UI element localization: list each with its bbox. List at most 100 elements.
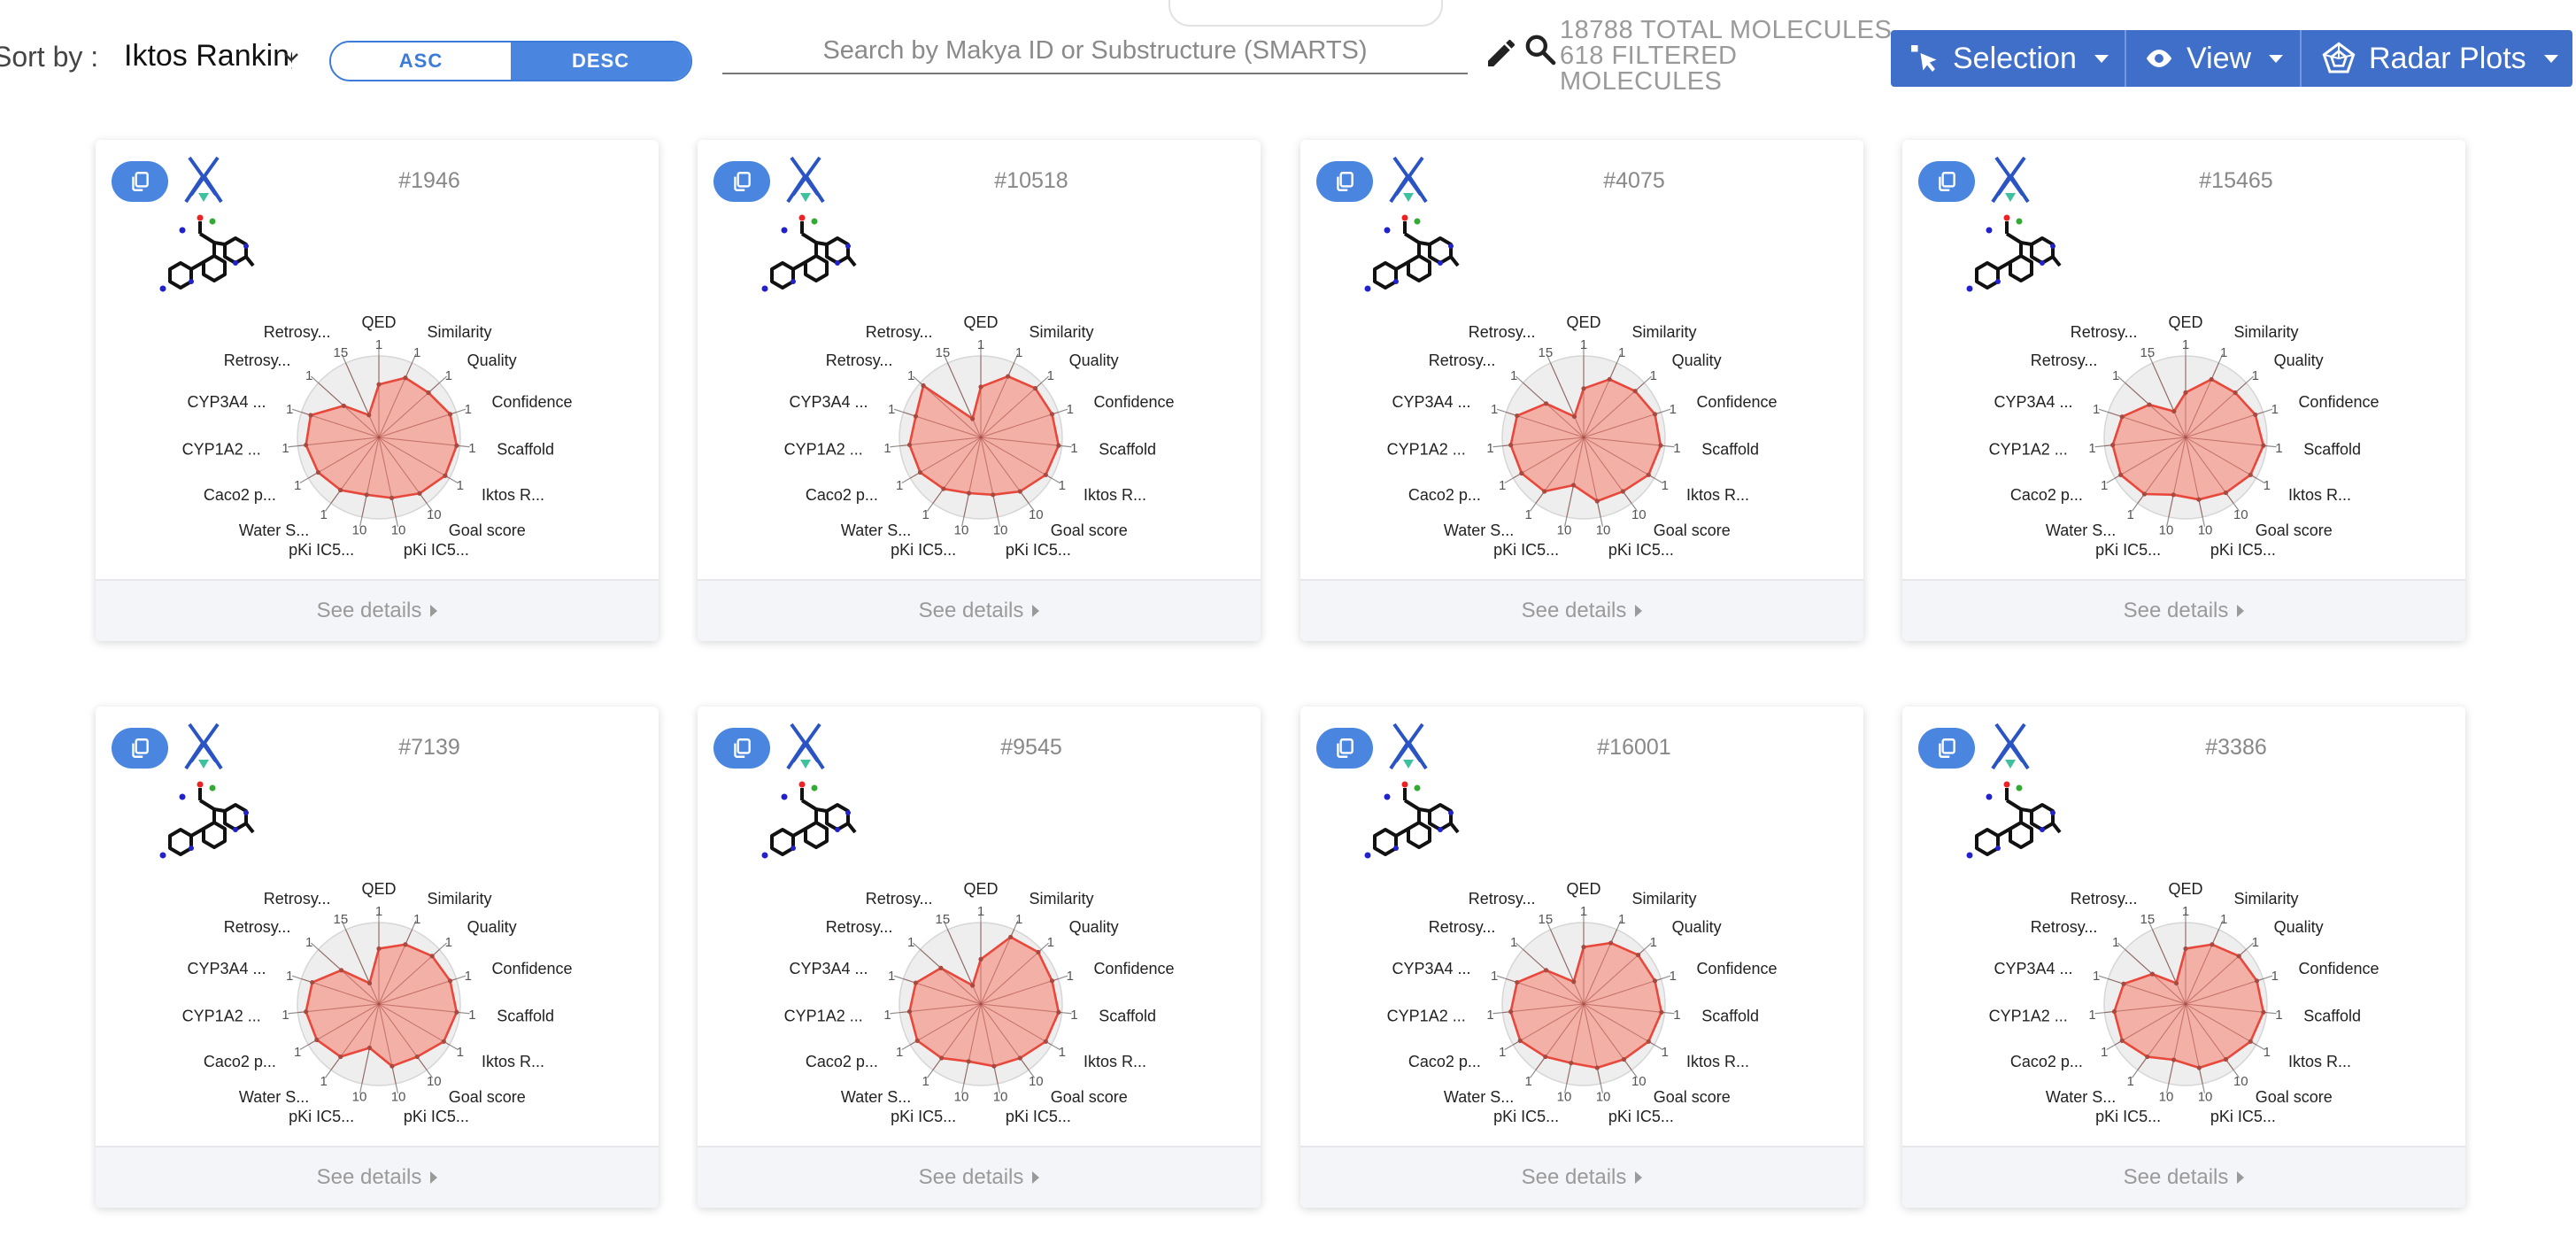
see-details-button[interactable]: See details — [1300, 1146, 1863, 1208]
see-details-button[interactable]: See details — [96, 1146, 659, 1208]
radar-spoke-overlay — [1566, 1003, 1585, 1085]
radar-axis-label: QED — [1566, 313, 1600, 331]
radar-axis-label: Similarity — [2234, 323, 2299, 341]
radar-spoke-overlay — [378, 929, 413, 1005]
chevron-down-icon[interactable] — [282, 48, 301, 67]
radar-spoke-overlay — [2115, 1003, 2187, 1046]
selection-button[interactable]: Selection — [1891, 30, 2125, 87]
radar-spoke-overlay — [2185, 436, 2256, 479]
search-input[interactable] — [722, 28, 1468, 74]
molecule-card-2: #10518 1 QED 1 Similarity 1 Quality 1 Confidenc… — [698, 140, 1261, 641]
radar-spoke-overlay — [1583, 436, 1654, 479]
radar-axis-label: pKi IC5... — [891, 1108, 956, 1125]
radar-spoke-overlay — [318, 382, 380, 438]
radar-axis-label: Scaffold — [497, 1008, 554, 1025]
see-details-label: See details — [918, 1165, 1024, 1189]
radar-data-point — [441, 1039, 446, 1044]
radar-axis-label: CYP3A4 ... — [1392, 960, 1471, 977]
radar-axis-label: Retrosy... — [264, 323, 331, 341]
radar-axis-max-label: 1 — [413, 912, 420, 927]
asc-button[interactable]: ASC — [331, 42, 511, 80]
copy-icon — [734, 738, 751, 758]
radar-axis-label: CYP1A2 ... — [1387, 441, 1466, 459]
radar-axis-label: CYP3A4 ... — [790, 393, 868, 411]
radar-axis-label: Retrosy... — [2031, 351, 2098, 369]
radar-spoke-overlay — [330, 1003, 380, 1070]
radar-axis-label: Iktos R... — [1686, 1053, 1749, 1070]
radar-axis-max-label: 1 — [1650, 368, 1657, 383]
radar-spoke-overlay — [910, 1003, 982, 1046]
radar-axis-max-label: 1 — [375, 904, 382, 919]
search-mode-tab[interactable] — [1168, 0, 1443, 27]
copy-button[interactable] — [713, 728, 770, 769]
radar-axis-max-label: 1 — [2275, 1008, 2282, 1023]
copy-button[interactable] — [112, 728, 168, 769]
radar-axis-max-label: 1 — [1525, 507, 1532, 522]
radar-axis-label: pKi IC5... — [1493, 541, 1559, 559]
radar-axis-max-label: 1 — [1070, 1008, 1077, 1023]
see-details-button[interactable]: See details — [96, 579, 659, 641]
radar-plot: 1 QED 1 Similarity 1 Quality 1 Confidence 1 Scaff… — [182, 313, 573, 559]
radar-data-point — [403, 375, 408, 381]
radar-axis-label: Quality — [1672, 351, 1722, 369]
radar-axis-label: CYP1A2 ... — [784, 1008, 863, 1025]
see-details-button[interactable]: See details — [698, 579, 1261, 641]
radar-axis-label: Confidence — [1093, 960, 1174, 977]
radar-spoke-overlay — [1583, 978, 1662, 1005]
copy-button[interactable] — [713, 161, 770, 202]
radar-spoke-overlay — [2168, 436, 2187, 518]
radar-data-point — [376, 946, 382, 952]
see-details-label: See details — [316, 599, 422, 622]
radar-spoke-overlay — [1583, 1003, 1665, 1014]
radar-axis-max-label: 1 — [1499, 1045, 1506, 1060]
radar-axis-max-label: 1 — [1510, 935, 1517, 950]
radar-axis-max-label: 1 — [1491, 969, 1498, 984]
radar-data-point — [1036, 949, 1041, 955]
pencil-icon[interactable] — [1484, 35, 1519, 71]
radar-axis-label: Scaffold — [1701, 441, 1759, 459]
view-button[interactable]: View — [2125, 30, 2300, 87]
desc-button[interactable]: DESC — [511, 42, 690, 80]
radar-spoke-overlay — [1583, 949, 1645, 1005]
radar-plots-button[interactable]: Radar Plots — [2300, 30, 2572, 87]
radar-data-point — [2236, 954, 2241, 959]
radar-axis-max-label: 10 — [954, 1090, 969, 1105]
radar-data-point — [339, 968, 344, 973]
molecule-card-4: #15465 1 QED 1 Similarity 1 Quality 1 Confidenc… — [1902, 140, 2465, 641]
radar-data-point — [1659, 1009, 1664, 1015]
radar-axis-label: CYP1A2 ... — [182, 1008, 261, 1025]
radar-data-point — [1544, 968, 1549, 973]
radar-plot: 1 QED 1 Similarity 1 Quality 1 Confidence 1 Scaff… — [182, 880, 573, 1125]
see-details-button[interactable]: See details — [1902, 1146, 2465, 1208]
see-details-button[interactable]: See details — [698, 1146, 1261, 1208]
copy-button[interactable] — [1316, 728, 1373, 769]
radar-spoke-overlay — [1583, 1003, 1601, 1085]
copy-button[interactable] — [112, 161, 168, 202]
radar-axis-label: CYP3A4 ... — [1994, 960, 2073, 977]
radar-spoke-overlay — [2185, 1003, 2256, 1046]
caret-right-icon — [1635, 1171, 1643, 1184]
copy-button[interactable] — [1918, 161, 1975, 202]
radar-axis-label: pKi IC5... — [1608, 1108, 1674, 1125]
radar-axis-label: CYP3A4 ... — [188, 960, 266, 977]
search-icon[interactable] — [1523, 32, 1558, 67]
radar-spoke-overlay — [378, 412, 457, 438]
radar-axis-label: Retrosy... — [2071, 890, 2138, 908]
see-details-button[interactable]: See details — [1902, 579, 2465, 641]
molecule-structure-image — [761, 781, 857, 859]
sort-by-select[interactable]: Iktos Ranking — [124, 39, 292, 73]
radar-axis-label: pKi IC5... — [1493, 1108, 1559, 1125]
radar-axis-label: pKi IC5... — [404, 541, 469, 559]
radar-data-point — [1017, 489, 1022, 494]
radar-spoke-overlay — [361, 1003, 380, 1085]
radar-axis-label: Caco2 p... — [806, 486, 878, 504]
radar-axis-max-label: 1 — [1499, 478, 1506, 493]
radar-axis-label: CYP1A2 ... — [182, 441, 261, 459]
radar-data-point — [454, 1009, 459, 1015]
radar-axis-max-label: 10 — [954, 523, 969, 538]
molecule-structure-image — [1966, 214, 2062, 292]
see-details-button[interactable]: See details — [1300, 579, 1863, 641]
copy-button[interactable] — [1316, 161, 1373, 202]
copy-button[interactable] — [1918, 728, 1975, 769]
radar-axis-max-label: 1 — [375, 337, 382, 352]
